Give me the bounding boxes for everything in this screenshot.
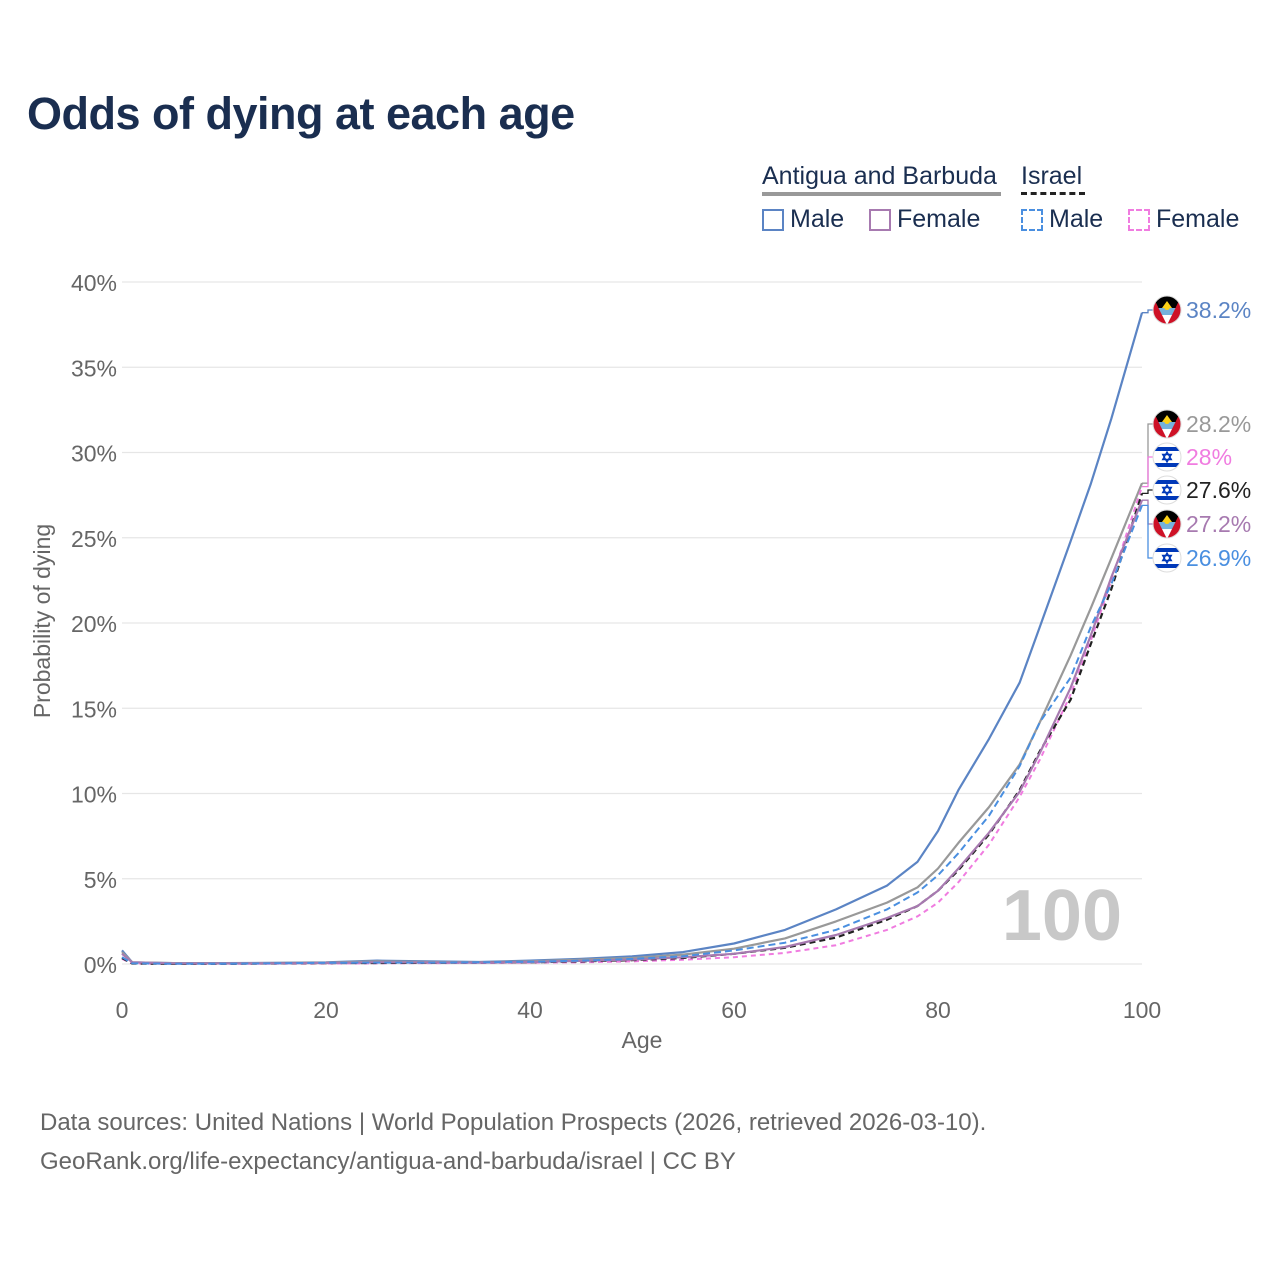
end-labels: 38.2% 28.2% 28% 27.6% 27.2% 26.9% (1142, 295, 1251, 573)
series-line-ag_total[interactable] (121, 482, 1144, 965)
watermark-age: 100 (1002, 876, 1122, 956)
end-value-label: 27.2% (1186, 511, 1251, 537)
series-group (121, 312, 1144, 965)
legend-country-a: Antigua and Barbuda (762, 162, 997, 190)
end-value-label: 27.6% (1186, 477, 1251, 503)
legend-label: Female (1156, 205, 1240, 233)
legend-swatch-icon (1128, 208, 1150, 231)
y-tick-label: 0% (84, 952, 117, 978)
series-line-ag_male[interactable] (121, 312, 1144, 965)
series-line-il_female[interactable] (121, 486, 1143, 965)
legend-item-ag-female[interactable]: Female (869, 205, 980, 234)
end-value-label: 28% (1186, 444, 1232, 470)
israel-flag-icon (1152, 442, 1182, 472)
y-tick-label: 30% (71, 441, 117, 467)
x-tick-label: 80 (925, 997, 951, 1023)
axes: 0% 5% 10% 15% 20% 25% 30% 35% 40% 0 20 40 60 80 100 Age… (29, 270, 1161, 1053)
y-tick-label: 5% (84, 867, 117, 893)
y-tick-label: 15% (71, 696, 117, 722)
chart-title: Odds of dying at each age (27, 88, 575, 139)
legend-label: Male (1049, 205, 1104, 233)
end-value-label: 26.9% (1186, 545, 1251, 571)
x-tick-label: 20 (313, 997, 339, 1023)
leader-line (1142, 309, 1154, 314)
antigua-flag-icon (1152, 295, 1182, 325)
legend-label: Female (897, 205, 981, 233)
legend-item-ag-male[interactable]: Male (762, 205, 844, 234)
end-value-label: 28.2% (1186, 411, 1251, 437)
antigua-flag-icon (1152, 409, 1182, 439)
x-tick-label: 60 (721, 997, 747, 1023)
legend-country-b: Israel (1021, 162, 1083, 190)
footer-link[interactable]: GeoRank.org/life-expectancy/antigua-and-… (40, 1148, 736, 1175)
legend-label: Male (790, 205, 845, 233)
leader-line (1142, 423, 1154, 484)
y-tick-label: 35% (71, 355, 117, 381)
legend-swatch-icon (762, 208, 784, 231)
x-tick-label: 0 (116, 997, 129, 1023)
y-tick-label: 10% (71, 782, 117, 808)
legend-country-a-underline (762, 192, 1001, 196)
israel-flag-icon (1152, 475, 1182, 505)
legend-swatch-icon (869, 208, 891, 231)
legend-item-il-male[interactable]: Male (1021, 205, 1103, 234)
x-tick-label: 40 (517, 997, 543, 1023)
x-axis-label: Age (622, 1027, 663, 1053)
legend-swatch-icon (1021, 208, 1043, 231)
leader-line (1142, 456, 1154, 488)
y-tick-label: 20% (71, 611, 117, 637)
x-tick-label: 100 (1123, 997, 1161, 1023)
series-line-il_total[interactable] (121, 493, 1144, 965)
end-value-label: 38.2% (1186, 297, 1251, 323)
israel-flag-icon (1152, 543, 1182, 573)
y-axis-label: Probability of dying (29, 524, 55, 718)
antigua-flag-icon (1152, 509, 1182, 539)
footer-sources: Data sources: United Nations | World Pop… (40, 1109, 987, 1136)
y-tick-label: 40% (71, 270, 117, 296)
grid (122, 281, 1142, 965)
legend-country-b-underline (1021, 192, 1085, 195)
series-line-ag_female[interactable] (121, 499, 1144, 965)
leader-line (1142, 504, 1154, 559)
legend-item-il-female[interactable]: Female (1128, 205, 1239, 234)
series-line-il_male[interactable] (121, 505, 1143, 965)
leader-line (1142, 489, 1154, 495)
y-tick-label: 25% (71, 526, 117, 552)
